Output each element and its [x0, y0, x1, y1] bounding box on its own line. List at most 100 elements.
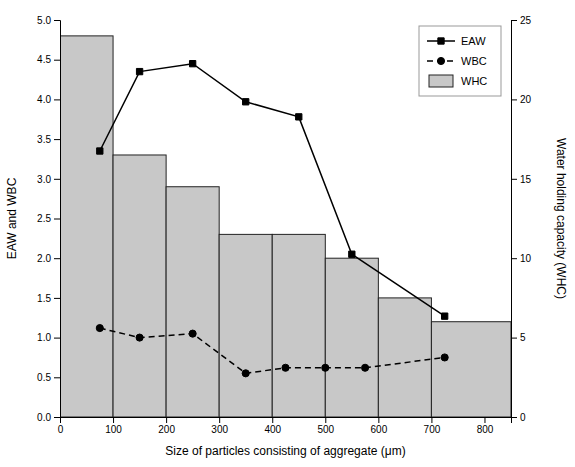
line-series [96, 325, 448, 377]
y-axis: 0.00.51.01.52.02.53.03.54.04.55.0 [37, 15, 60, 423]
tick-label: 100 [105, 424, 122, 435]
tick-mark [431, 417, 432, 423]
marker [136, 334, 143, 341]
tick-mark [511, 20, 517, 21]
tick-label: 500 [317, 424, 334, 435]
tick-mark [511, 179, 517, 180]
marker [242, 370, 249, 377]
tick: 100 [105, 417, 122, 435]
line [100, 328, 445, 373]
tick-label: 3.0 [37, 174, 51, 185]
tick-label: 1.0 [37, 332, 51, 343]
tick-label: 5.0 [37, 15, 51, 26]
legend-label: EAW [461, 35, 486, 47]
tick-label: 400 [264, 424, 281, 435]
legend-box [419, 26, 501, 96]
marker [243, 99, 249, 105]
tick-label: 10 [520, 253, 532, 264]
tick-mark [511, 258, 517, 259]
tick-label: 3.5 [37, 134, 51, 145]
tick-label: 0 [520, 412, 526, 423]
tick: 2.0 [37, 253, 60, 264]
tick-label: 800 [477, 424, 494, 435]
legend-item: WHC [429, 75, 487, 87]
tick-label: 0.5 [37, 372, 51, 383]
marker [296, 114, 302, 120]
legend: EAWWBCWHC [419, 26, 501, 96]
tick-mark [54, 298, 60, 299]
x-axis-title: Size of particles consisting of aggregat… [165, 444, 405, 458]
tick-mark [54, 417, 60, 418]
tick-mark [54, 20, 60, 21]
tick-mark [511, 99, 517, 100]
marker [282, 364, 289, 371]
tick: 300 [211, 417, 228, 435]
tick-mark [54, 60, 60, 61]
bar [166, 187, 219, 417]
x-axis: 0 100 200 300 400 500 600 700 800 [58, 417, 512, 435]
tick-label: 700 [424, 424, 441, 435]
tick-mark [54, 139, 60, 140]
tick: 10 [511, 253, 532, 264]
tick-label: 2.5 [37, 213, 51, 224]
tick-mark [166, 417, 167, 423]
bar [60, 36, 113, 417]
tick-label: 15 [520, 174, 532, 185]
chart: 01002003004005006007008000.00.51.01.52.0… [0, 0, 575, 467]
marker [136, 68, 142, 74]
tick-mark [325, 417, 326, 423]
marker [362, 364, 369, 371]
tick: 20 [511, 94, 532, 105]
tick: 200 [158, 417, 175, 435]
line-series [97, 61, 448, 320]
tick: 4.0 [37, 94, 60, 105]
tick-label: 200 [158, 424, 175, 435]
tick-label: 0 [58, 424, 64, 435]
tick: 600 [371, 417, 388, 435]
axis-line [61, 418, 512, 424]
axis-line [512, 21, 518, 418]
legend-marker [438, 38, 444, 44]
marker [97, 148, 103, 154]
legend-swatch [429, 75, 453, 87]
marker [349, 251, 355, 257]
tick: 800 [477, 417, 494, 435]
tick: 2.5 [37, 213, 60, 224]
tick: 5 [511, 332, 526, 343]
tick-label: 20 [520, 94, 532, 105]
tick-label: 600 [371, 424, 388, 435]
marker [322, 364, 329, 371]
tick: 1.5 [37, 293, 60, 304]
tick: 5.0 [37, 15, 60, 26]
marker [96, 325, 103, 332]
tick-mark [113, 417, 114, 423]
tick: 0.5 [37, 372, 60, 383]
tick-mark [54, 219, 60, 220]
tick-mark [378, 417, 379, 423]
tick-mark [54, 99, 60, 100]
marker [189, 330, 196, 337]
legend-marker [437, 57, 444, 64]
tick-mark [54, 338, 60, 339]
y-axis-title: EAW and WBC [5, 177, 19, 259]
tick-mark [54, 179, 60, 180]
axis-line [54, 21, 61, 418]
bar [378, 298, 431, 417]
tick-label: 0.0 [37, 412, 51, 423]
bar [325, 258, 378, 417]
line [100, 64, 445, 316]
tick-label: 1.5 [37, 293, 51, 304]
bar [113, 155, 166, 417]
tick-label: 300 [211, 424, 228, 435]
tick: 3.0 [37, 174, 60, 185]
tick-mark [484, 417, 485, 423]
tick-label: 5 [520, 332, 526, 343]
legend-item: EAW [427, 35, 486, 47]
tick: 500 [317, 417, 334, 435]
tick-mark [511, 417, 517, 418]
tick-label: 2.0 [37, 253, 51, 264]
bar [431, 322, 511, 417]
marker [441, 354, 448, 361]
y2-axis-title: Water holding capacity (WHC) [554, 138, 568, 299]
tick-mark [54, 377, 60, 378]
